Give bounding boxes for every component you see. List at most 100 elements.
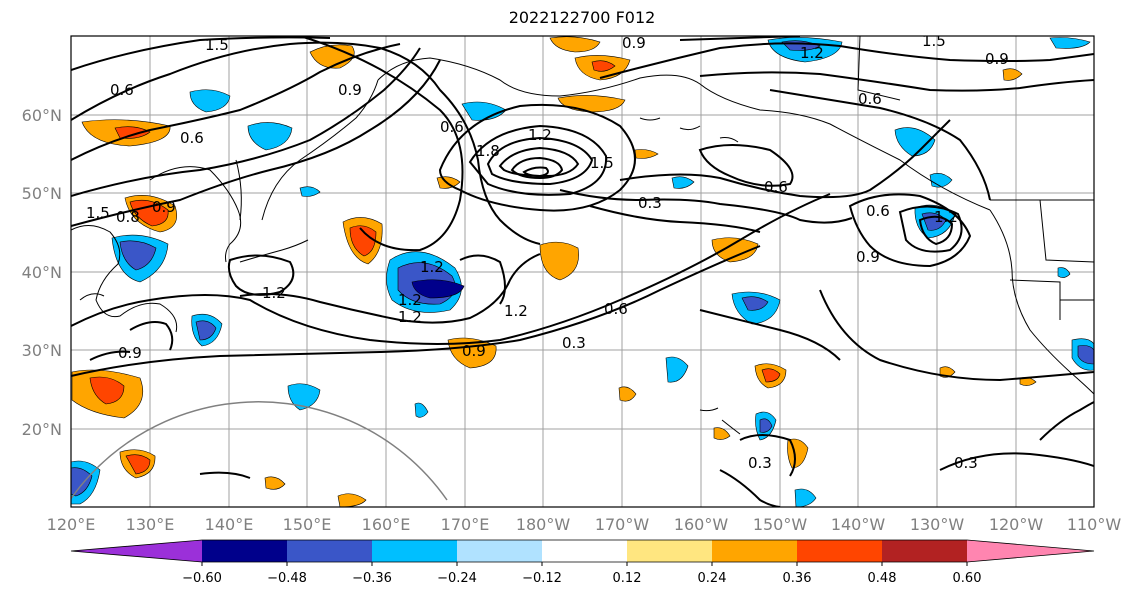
lat-label: 50°N [22,184,62,203]
contour-label: 0.6 [866,202,890,220]
contour-label: 0.3 [954,454,978,472]
contour-label: 1.8 [476,142,500,160]
colorbar-tick-label: 0.24 [698,571,727,586]
negative-anomaly-region [299,186,321,197]
lon-label: 140°W [831,515,886,534]
positive-anomaly-region [634,149,659,159]
contour-label: 0.6 [858,90,882,108]
contour-label: 0.9 [118,344,142,362]
positive-anomaly-region [349,225,377,257]
contour-label: 1.2 [420,258,444,276]
colorbar-tick-label: 0.36 [783,571,812,586]
colorbar-tick-label: −0.36 [352,571,392,586]
contour-label: 0.9 [152,198,176,216]
map-title: 2022122700 F012 [508,8,656,27]
lat-label: 30°N [22,341,62,360]
contour-label: 0.3 [562,334,586,352]
negative-anomaly-region [195,320,217,341]
colorbar-tick-label: −0.24 [437,571,477,586]
lon-label: 140°E [205,515,254,534]
contour-label: 1.2 [934,208,958,226]
negative-anomaly-region [894,127,936,157]
negative-anomaly-region [665,356,689,383]
colorbar-tick-label: 0.12 [613,571,642,586]
contour-label: 1.2 [800,44,824,62]
contour-label: 0.3 [748,454,772,472]
colorbar-segment [542,540,627,562]
contour-label: 1.2 [528,126,552,144]
negative-anomaly-region [741,296,769,311]
coastline [71,36,1094,435]
contour-label: 0.9 [856,248,880,266]
colorbar-segment [882,540,967,562]
positive-anomaly-region [539,241,579,281]
colorbar-segment [627,540,712,562]
lon-label: 120°E [47,515,96,534]
colorbar-tick-label: −0.60 [182,571,222,586]
lon-label: 150°W [753,515,808,534]
colorbar-segment [797,540,882,562]
contour-label-group: 1.5 0.9 0.6 0.9 0.6 1.2 0.9 1.5 0.6 0.6 … [86,32,1009,472]
colorbar-segment [712,540,797,562]
contour-label: 0.6 [604,300,628,318]
lat-label: 60°N [22,106,62,125]
contour-label: 1.5 [922,32,946,50]
positive-anomaly-region [264,476,286,490]
lon-label: 150°E [283,515,332,534]
contour-label: 1.2 [504,302,528,320]
positive-anomaly-region [713,427,731,440]
contour-label: 0.6 [764,178,788,196]
lon-label: 130°W [910,515,965,534]
lon-label: 170°E [441,515,490,534]
negative-anomaly-region [189,89,231,113]
contour-label: 0.6 [440,118,464,136]
anomaly-shading [71,36,1094,507]
lon-label: 160°W [674,515,729,534]
contour-lines [71,36,1094,507]
positive-anomaly-region [114,126,151,139]
negative-anomaly-region [1057,267,1071,278]
longitude-labels: 120°E 130°E 140°E 150°E 160°E 170°E 180°… [47,515,1122,534]
negative-anomaly-region [247,122,293,151]
map-frame [70,35,1095,508]
contour-label: 1.5 [86,204,110,222]
negative-anomaly-region [71,467,93,497]
positive-anomaly-region [761,368,781,383]
negative-anomaly-region [671,176,695,189]
negative-anomaly-region [759,418,773,433]
positive-anomaly-region [1002,68,1023,81]
positive-anomaly-region [89,376,125,405]
colorbar-extend-high [967,540,1094,562]
colorbar: −0.60 −0.48 −0.36 −0.24 −0.12 0.12 0.24 0.36 0.4… [70,539,1095,586]
range-circle [71,401,448,501]
lat-label: 20°N [22,420,62,439]
negative-anomaly-region [414,402,429,418]
positive-anomaly-region [125,454,151,475]
negative-anomaly-region [411,279,465,299]
lat-label: 40°N [22,263,62,282]
negative-anomaly-region [287,383,321,411]
contour-label: 0.3 [638,194,662,212]
positive-anomaly-region [591,60,616,72]
colorbar-tick-label: 0.48 [868,571,897,586]
colorbar-tick-label: −0.12 [522,571,562,586]
lon-label: 170°W [595,515,650,534]
contour-label: 0.6 [110,81,134,99]
lon-label: 180°W [516,515,571,534]
contour-label: 0.9 [338,81,362,99]
colorbar-segment [372,540,457,562]
negative-anomaly-region [119,240,157,271]
contour-label: 0.6 [180,129,204,147]
contour-label: 0.9 [622,34,646,52]
negative-anomaly-region [1077,345,1094,365]
contour-label: 0.8 [116,208,140,226]
contour-label: 1.2 [262,284,286,302]
latitude-labels: 60°N 50°N 40°N 30°N 20°N [22,106,62,439]
contour-label: 0.9 [985,50,1009,68]
contour-label: 1.5 [590,154,614,172]
colorbar-extend-low [71,540,202,562]
colorbar-segment [457,540,542,562]
contour-label: 1.2 [398,308,422,326]
positive-anomaly-region [549,36,601,53]
